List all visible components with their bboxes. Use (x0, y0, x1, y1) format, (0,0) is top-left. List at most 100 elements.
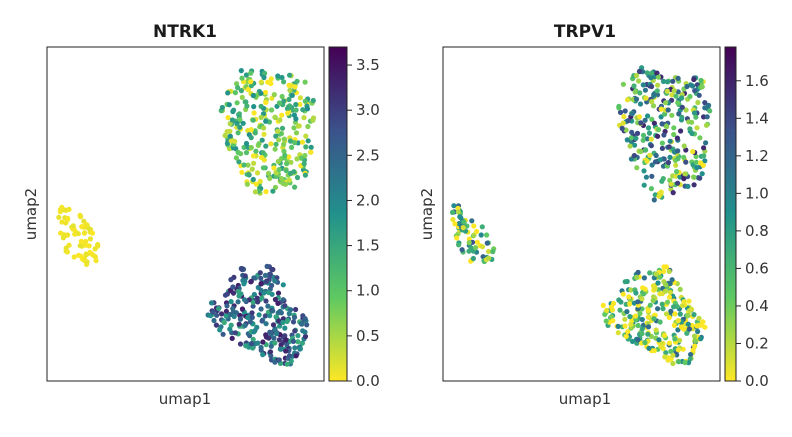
scatter-point (642, 117, 648, 123)
scatter-point (697, 135, 703, 141)
scatter-point (286, 177, 292, 183)
scatter-point (258, 287, 264, 293)
scatter-point (283, 348, 289, 354)
scatter-point (251, 104, 257, 110)
scatter-point (275, 73, 281, 79)
scatter-point (223, 308, 229, 314)
scatter-point (610, 318, 616, 324)
scatter-point (692, 88, 698, 94)
scatter-point (282, 303, 288, 309)
scatter-point (275, 128, 281, 134)
scatter-point (666, 294, 673, 300)
scatter-point (236, 159, 242, 165)
scatter-point (469, 218, 475, 224)
scatter-point (302, 333, 309, 340)
scatter-point (665, 107, 671, 113)
scatter-point (628, 156, 635, 162)
scatter-point (295, 339, 301, 345)
scatter-point (250, 153, 257, 159)
scatter-point (650, 103, 657, 109)
scatter-point (284, 341, 290, 347)
scatter-point (263, 332, 269, 338)
scatter-point (652, 286, 658, 292)
scatter-point (674, 135, 681, 141)
scatter-point (698, 336, 704, 342)
colorbar-tick-label: 0.4 (745, 297, 769, 315)
scatter-point (235, 85, 241, 91)
scatter-point (254, 170, 261, 176)
scatter-point (696, 315, 702, 321)
scatter-point (671, 125, 677, 131)
scatter-point (278, 346, 284, 352)
scatter-point (642, 147, 649, 153)
scatter-point (249, 166, 255, 172)
scatter-point (95, 241, 101, 248)
scatter-point (267, 271, 273, 277)
scatter-point (248, 79, 254, 85)
scatter-point (608, 314, 615, 320)
scatter-point (696, 92, 702, 98)
scatter-point (92, 246, 98, 252)
scatter-point (617, 109, 624, 115)
scatter-point (675, 180, 681, 186)
scatter-point (227, 326, 233, 332)
scatter-point (268, 343, 274, 349)
scatter-point (647, 152, 653, 158)
scatter-point (280, 297, 286, 303)
scatter-point (261, 125, 267, 131)
scatter-point (684, 83, 690, 90)
scatter-point (677, 286, 683, 292)
scatter-point (679, 303, 686, 309)
colorbar-tick-label: 0.5 (356, 327, 380, 345)
scatter-point (682, 171, 688, 177)
scatter-point (288, 307, 294, 313)
scatter-point (237, 124, 243, 130)
y-axis-label: umap2 (22, 188, 40, 240)
scatter-point (670, 360, 676, 367)
scatter-point (300, 328, 306, 334)
scatter-point (631, 83, 637, 89)
scatter-point (229, 117, 235, 123)
scatter-point (604, 307, 610, 313)
scatter-point (631, 153, 637, 159)
scatter-point (251, 291, 257, 298)
scatter-point (237, 116, 243, 122)
scatter-point (672, 311, 678, 317)
scatter-point (662, 288, 669, 294)
scatter-point (272, 114, 278, 120)
scatter-point (655, 82, 661, 88)
scatter-point (83, 221, 89, 227)
scatter-point (627, 301, 633, 307)
scatter-point (651, 316, 657, 322)
scatter-point (679, 114, 685, 120)
scatter-point (629, 317, 635, 324)
scatter-point (263, 298, 269, 304)
scatter-point (478, 232, 484, 238)
scatter-point (267, 313, 273, 319)
scatter-point (81, 257, 88, 264)
colorbar-tick-label: 3.0 (356, 101, 380, 119)
scatter-point (634, 274, 640, 280)
scatter-point (238, 68, 244, 74)
colorbar-tick-label: 2.5 (356, 146, 380, 164)
scatter-point (292, 345, 298, 351)
scatter-point (658, 106, 664, 112)
scatter-point (603, 318, 609, 324)
scatter-point (633, 96, 640, 102)
scatter-point (248, 144, 254, 151)
scatter-point (57, 209, 63, 215)
scatter-point (683, 107, 689, 113)
scatter-point (269, 267, 275, 273)
scatter-point (257, 270, 263, 276)
scatter-point (649, 162, 655, 168)
scatter-point (702, 100, 708, 106)
scatter-point (66, 206, 72, 212)
scatter-point (663, 282, 669, 288)
scatter-point (644, 136, 651, 142)
scatter-point (675, 75, 681, 81)
scatter-point (258, 275, 264, 281)
scatter-point (685, 321, 691, 327)
scatter-point (636, 78, 642, 84)
scatter-point (275, 158, 281, 165)
scatter-point (672, 336, 678, 342)
